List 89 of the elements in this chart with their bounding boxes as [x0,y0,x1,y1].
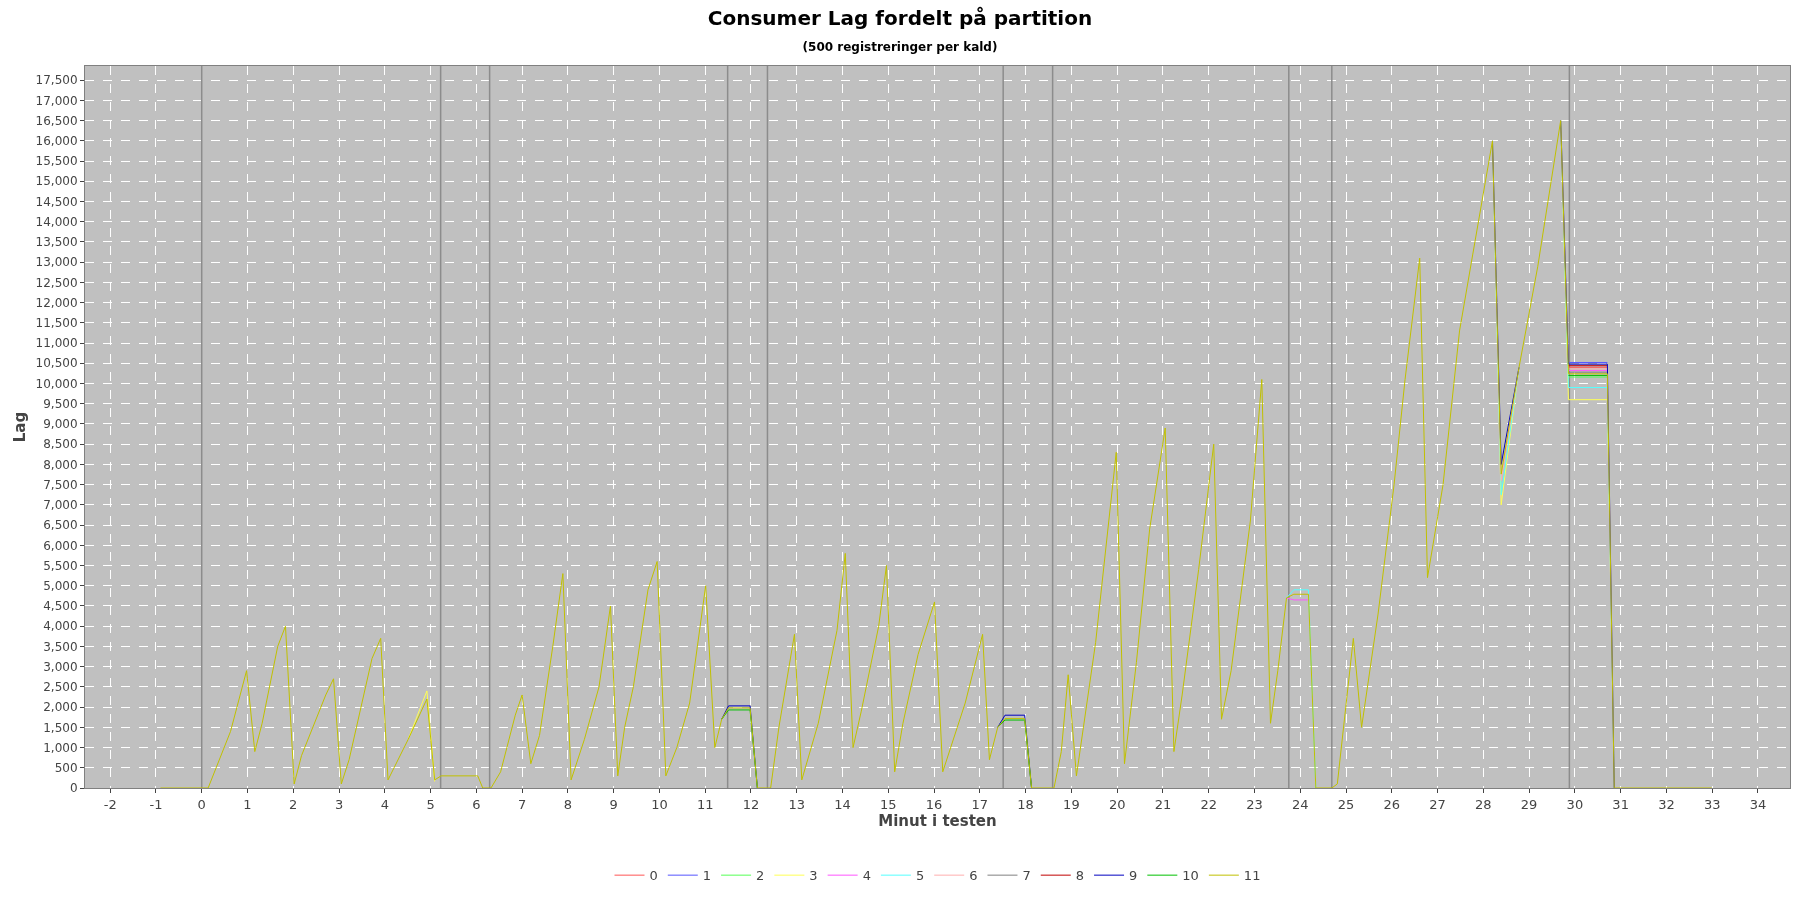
legend-label: 2 [756,868,765,884]
x-tick-label: 22 [1200,796,1217,812]
y-tick-label: 9,000 [43,417,78,432]
x-tick-label: 4 [380,796,389,812]
y-tick-label: 14,500 [35,194,78,209]
legend-label: 6 [969,868,978,884]
y-tick-label: 11,000 [35,336,78,351]
y-tick-label: 10,000 [35,376,78,391]
y-tick-label: 1,000 [43,740,78,755]
x-tick-label: 2 [289,796,298,812]
legend-label: 10 [1182,868,1199,884]
x-tick-label: 20 [1108,796,1126,812]
x-tick-label: 9 [609,796,618,812]
y-tick-label: 13,500 [35,235,78,250]
x-tick-label: 14 [834,796,851,812]
y-tick-label: 4,500 [43,599,78,614]
y-tick-label: 16,000 [35,134,78,149]
x-tick-label: 11 [696,796,714,812]
y-tick-label: 12,000 [35,295,78,310]
y-tick-label: 8,000 [43,457,78,472]
x-tick-label: 25 [1337,796,1355,812]
chart-title: Consumer Lag fordelt på partition [707,6,1093,31]
y-tick-label: 1,500 [43,720,78,735]
legend-label: 1 [702,868,712,884]
y-tick-label: 14,000 [35,214,78,229]
x-tick-label: 29 [1520,796,1538,812]
x-tick-label: 5 [426,796,435,812]
y-tick-label: 8,500 [43,437,78,452]
x-tick-label: 30 [1566,796,1584,812]
y-tick-label: 6,000 [43,538,78,553]
y-axis-title: Lag [10,411,29,443]
x-tick-label: 28 [1475,796,1492,812]
x-tick-label: 17 [971,796,989,812]
x-tick-label: 33 [1703,796,1721,812]
x-tick-label: -1 [149,796,163,812]
y-tick-label: 15,000 [35,174,78,189]
x-tick-label: 0 [197,796,206,812]
x-tick-label: 34 [1749,796,1767,812]
y-tick-label: 4,000 [43,619,78,634]
x-tick-label: 23 [1246,796,1263,812]
x-tick-label: 18 [1017,796,1034,812]
x-tick-label: -2 [103,796,117,812]
x-tick-label: 26 [1383,796,1401,812]
x-tick-label: 7 [517,796,527,812]
x-axis-title: Minut i testen [878,811,997,830]
y-tick-label: 17,500 [35,73,78,88]
legend-label: 11 [1243,868,1261,884]
x-tick-label: 10 [651,796,668,812]
y-tick-label: 10,500 [35,356,78,371]
y-tick-label: 6,500 [43,518,78,533]
y-tick-label: 7,500 [43,477,78,492]
y-tick-label: 12,500 [35,275,78,290]
x-tick-label: 8 [563,796,573,812]
y-tick-label: 3,000 [43,659,78,674]
x-tick-label: 21 [1154,796,1172,812]
y-tick-label: 5,500 [43,558,78,573]
y-tick-label: 11,500 [35,316,78,331]
x-tick-label: 31 [1612,796,1629,812]
legend-label: 5 [915,868,925,884]
x-tick-label: 13 [788,796,806,812]
y-tick-label: 5,000 [43,578,78,593]
y-tick-label: 500 [54,760,78,775]
x-tick-label: 24 [1291,796,1309,812]
x-tick-label: 1 [243,796,252,812]
x-tick-label: 19 [1063,796,1080,812]
x-tick-label: 12 [742,796,760,812]
y-tick-label: 13,000 [35,255,78,270]
legend-label: 0 [649,868,658,884]
y-tick-label: 16,500 [35,113,78,128]
x-tick-label: 32 [1658,796,1675,812]
y-tick-label: 2,000 [43,700,78,715]
legend-label: 8 [1075,868,1085,884]
chart-subtitle: (500 registreringer per kald) [802,40,998,55]
legend-label: 7 [1022,868,1031,884]
y-tick-label: 3,500 [43,639,78,654]
x-tick-label: 6 [472,796,481,812]
y-tick-label: 2,500 [43,680,78,695]
y-tick-label: 0 [69,781,78,796]
legend-label: 9 [1129,868,1138,884]
legend-label: 4 [862,868,871,884]
y-tick-label: 17,000 [35,93,78,108]
y-tick-label: 7,000 [43,498,78,513]
legend-label: 3 [809,868,818,884]
y-tick-label: 9,500 [43,396,78,411]
x-tick-label: 16 [925,796,943,812]
x-tick-label: 3 [334,796,344,812]
x-tick-label: 27 [1429,796,1446,812]
x-tick-label: 15 [880,796,897,812]
y-tick-label: 15,500 [35,154,78,169]
